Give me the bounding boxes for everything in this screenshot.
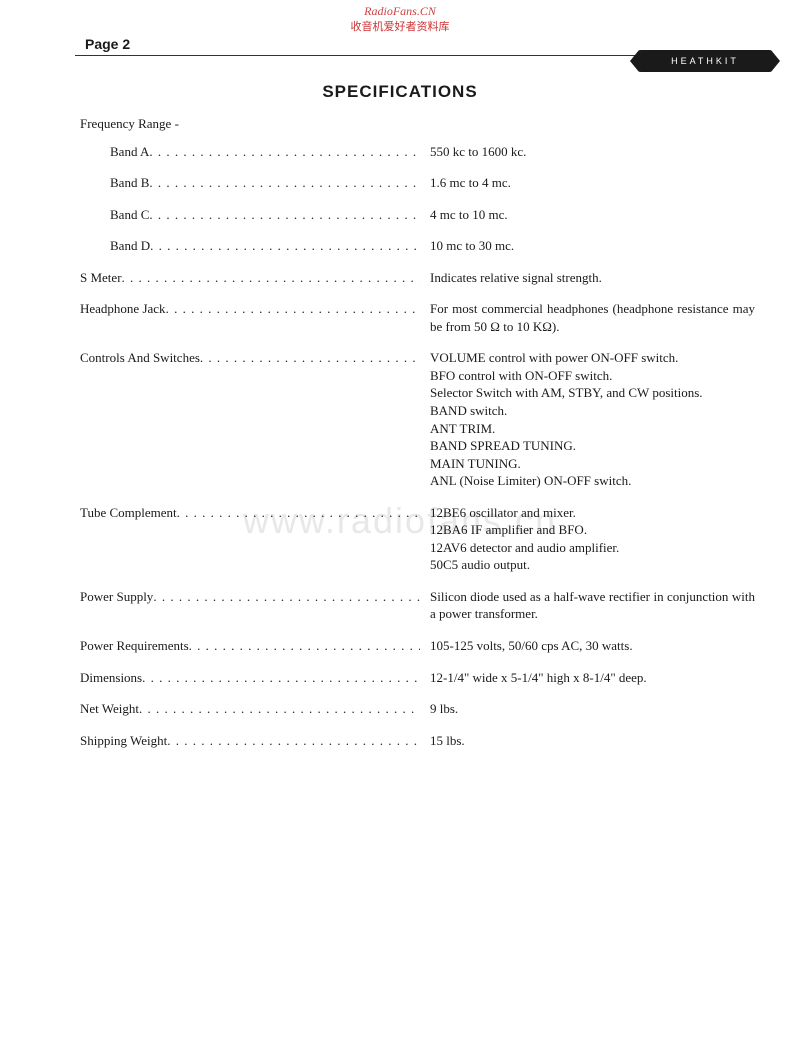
spec-label: Power Supply (80, 588, 420, 606)
spec-value: 4 mc to 10 mc. (420, 206, 755, 224)
watermark-line2: 收音机爱好者资料库 (0, 20, 800, 34)
leader-dots (150, 238, 420, 253)
leader-dots (166, 301, 420, 316)
spec-content: Frequency Range - Band A 550 kc to 1600 … (80, 115, 755, 763)
spec-value: 9 lbs. (420, 700, 755, 718)
spec-label: Tube Complement (80, 504, 420, 522)
leader-dots (200, 350, 420, 365)
spec-label: Band A (80, 143, 420, 161)
spec-row: Controls And Switches VOLUME control wit… (80, 349, 755, 489)
spec-label: Shipping Weight (80, 732, 420, 750)
leader-dots (139, 701, 420, 716)
spec-row: Net Weight 9 lbs. (80, 700, 755, 718)
spec-row: Power Requirements 105-125 volts, 50/60 … (80, 637, 755, 655)
spec-label: S Meter (80, 269, 420, 287)
leader-dots (153, 589, 420, 604)
spec-label: Headphone Jack (80, 300, 420, 318)
spec-label: Controls And Switches (80, 349, 420, 367)
spec-value: 105-125 volts, 50/60 cps AC, 30 watts. (420, 637, 755, 655)
freq-range-heading: Frequency Range - (80, 115, 755, 133)
spec-row: Band D 10 mc to 30 mc. (80, 237, 755, 255)
spec-value: 12BE6 oscillator and mixer. 12BA6 IF amp… (420, 504, 755, 574)
spec-value: Indicates relative signal strength. (420, 269, 755, 287)
spec-row: Band B 1.6 mc to 4 mc. (80, 174, 755, 192)
spec-value: 12-1/4" wide x 5-1/4" high x 8-1/4" deep… (420, 669, 755, 687)
spec-label: Band D (80, 237, 420, 255)
spec-row: Dimensions 12-1/4" wide x 5-1/4" high x … (80, 669, 755, 687)
spec-row: S Meter Indicates relative signal streng… (80, 269, 755, 287)
leader-dots (167, 733, 420, 748)
spec-row: Headphone Jack For most commercial headp… (80, 300, 755, 335)
leader-dots (177, 505, 420, 520)
spec-row: Band C 4 mc to 10 mc. (80, 206, 755, 224)
spec-label: Band C (80, 206, 420, 224)
spec-value: 10 mc to 30 mc. (420, 237, 755, 255)
spec-row: Power Supply Silicon diode used as a hal… (80, 588, 755, 623)
header-rule (75, 55, 640, 56)
spec-row: Tube Complement 12BE6 oscillator and mix… (80, 504, 755, 574)
leader-dots (149, 175, 420, 190)
leader-dots (149, 144, 420, 159)
leader-dots (122, 270, 420, 285)
heathkit-logo: HEATHKIT (630, 50, 780, 72)
leader-dots (189, 638, 420, 653)
spec-value: VOLUME control with power ON-OFF switch.… (420, 349, 755, 489)
spec-label: Dimensions (80, 669, 420, 687)
leader-dots (149, 207, 420, 222)
spec-value: Silicon diode used as a half-wave rectif… (420, 588, 755, 623)
page-number: Page 2 (85, 36, 130, 52)
leader-dots (142, 670, 420, 685)
page-title: SPECIFICATIONS (0, 82, 800, 102)
spec-row: Shipping Weight 15 lbs. (80, 732, 755, 750)
spec-value: 15 lbs. (420, 732, 755, 750)
watermark-header: RadioFans.CN 收音机爱好者资料库 (0, 4, 800, 34)
spec-value: 1.6 mc to 4 mc. (420, 174, 755, 192)
spec-label: Net Weight (80, 700, 420, 718)
watermark-line1: RadioFans.CN (0, 4, 800, 20)
spec-row: Band A 550 kc to 1600 kc. (80, 143, 755, 161)
spec-label: Power Requirements (80, 637, 420, 655)
spec-value: For most commercial headphones (headphon… (420, 300, 755, 335)
spec-label: Band B (80, 174, 420, 192)
spec-value: 550 kc to 1600 kc. (420, 143, 755, 161)
